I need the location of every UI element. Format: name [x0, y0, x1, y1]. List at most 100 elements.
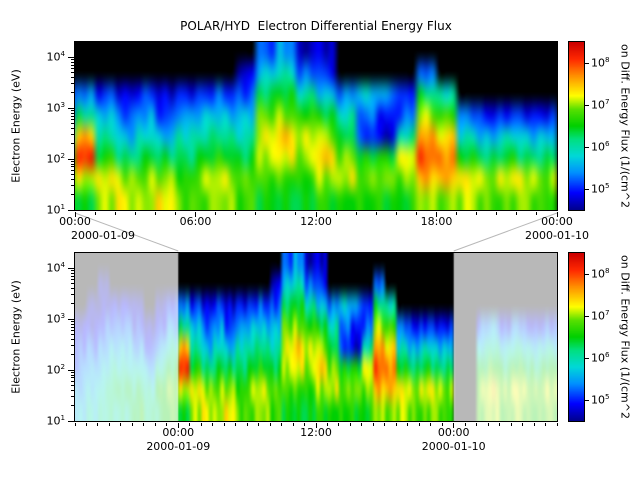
x-minor-tick: [372, 423, 374, 426]
y-tick: [68, 209, 74, 211]
y-minor-tick: [71, 194, 74, 196]
y-tick: [68, 369, 74, 371]
x-minor-tick: [131, 423, 133, 426]
x-minor-tick: [189, 423, 191, 426]
y-tick: [68, 318, 74, 320]
y-minor-tick: [71, 118, 74, 120]
x-minor-tick: [134, 212, 136, 215]
y-minor-tick: [71, 173, 74, 175]
x-minor-tick: [545, 423, 547, 426]
y-minor-tick: [71, 272, 74, 274]
x-tick: [195, 212, 196, 217]
y-minor-tick: [71, 185, 74, 187]
y-minor-tick: [71, 377, 74, 379]
y-minor-tick: [71, 321, 74, 322]
y-minor-tick: [71, 61, 74, 63]
colorbar-tick: [585, 146, 589, 148]
x-minor-tick: [499, 423, 501, 426]
y-tick-label: 101: [46, 202, 65, 217]
spectrogram-top-panel: [74, 41, 558, 211]
y-tick-label: 102: [46, 362, 65, 377]
x-minor-tick: [258, 423, 260, 426]
x-minor-tick: [464, 423, 466, 426]
y-minor-tick: [71, 345, 74, 347]
y-tick: [68, 420, 74, 422]
y-minor-tick: [71, 329, 74, 331]
x-minor-tick: [215, 212, 217, 215]
y-tick: [68, 158, 74, 160]
colorbar-tick-label: 108: [591, 266, 610, 281]
y-tick: [68, 56, 74, 58]
spectrogram-canvas-top: [75, 42, 557, 210]
x-minor-tick: [295, 212, 297, 215]
x-minor-tick: [395, 212, 397, 215]
y-minor-tick: [71, 115, 74, 117]
y-minor-tick: [71, 323, 74, 325]
x-minor-tick: [476, 423, 478, 426]
x-minor-tick: [510, 423, 512, 426]
x-tick: [315, 423, 317, 428]
x-minor-tick: [361, 423, 363, 426]
x-tick-label: 00:00: [437, 426, 470, 439]
y-tick: [68, 107, 74, 109]
y-minor-tick: [71, 166, 74, 168]
x-minor-tick: [292, 423, 294, 426]
x-minor-tick: [522, 423, 524, 426]
y-minor-tick: [71, 110, 74, 111]
y-minor-tick: [71, 396, 74, 398]
y-minor-tick: [71, 77, 74, 79]
x-minor-tick: [246, 423, 248, 426]
colorbar-tick-label: 106: [591, 139, 610, 154]
x-minor-tick: [154, 423, 156, 426]
y-minor-tick: [71, 334, 74, 335]
y-minor-tick: [71, 123, 74, 124]
x-tick: [453, 423, 455, 428]
y-tick-label: 103: [46, 100, 65, 115]
colorbar-canvas-top: [569, 42, 584, 210]
x-minor-tick: [418, 423, 420, 426]
x-minor-tick: [407, 423, 409, 426]
y-minor-tick: [71, 64, 74, 66]
x-minor-tick: [516, 212, 518, 215]
x-minor-tick: [415, 212, 417, 215]
y-minor-tick: [71, 288, 74, 290]
y-minor-tick: [71, 178, 74, 180]
x-minor-tick: [556, 423, 558, 426]
y-minor-tick: [71, 163, 74, 165]
colorbar-canvas-bottom: [569, 253, 584, 421]
x-minor-tick: [85, 423, 87, 426]
y-minor-tick: [71, 354, 74, 356]
y-minor-tick: [71, 405, 74, 407]
colorbar-tick: [585, 399, 589, 401]
x-minor-tick: [335, 212, 337, 215]
x-minor-tick: [174, 212, 176, 215]
y-minor-tick: [71, 169, 74, 171]
x-minor-tick: [375, 212, 377, 215]
colorbar-tick-label: 105: [591, 392, 610, 407]
x-minor-tick: [166, 423, 168, 426]
x-minor-tick: [355, 212, 357, 215]
y-axis-label-bottom: Electron Energy (eV): [9, 280, 23, 394]
y-minor-tick: [71, 374, 74, 376]
colorbar-bottom: [568, 252, 585, 422]
y-minor-tick: [71, 143, 74, 145]
x-date-label: 2000-01-09: [146, 440, 211, 453]
colorbar-tick: [585, 273, 589, 275]
x-minor-tick: [456, 212, 458, 215]
y-minor-tick: [71, 59, 74, 61]
x-minor-tick: [304, 423, 306, 426]
colorbar-tick: [585, 357, 589, 359]
x-tick: [436, 212, 437, 217]
colorbar-tick: [585, 104, 589, 106]
spectrogram-bottom-panel: [74, 252, 558, 422]
x-tick: [74, 212, 76, 217]
x-minor-tick: [200, 423, 202, 426]
colorbar-tick: [585, 62, 589, 64]
x-date-label: 2000-01-09: [71, 229, 135, 242]
x-minor-tick: [235, 212, 237, 215]
x-minor-tick: [441, 423, 443, 426]
y-minor-tick: [71, 275, 74, 277]
x-date-label: 2000-01-10: [525, 229, 589, 242]
y-minor-tick: [71, 384, 74, 386]
